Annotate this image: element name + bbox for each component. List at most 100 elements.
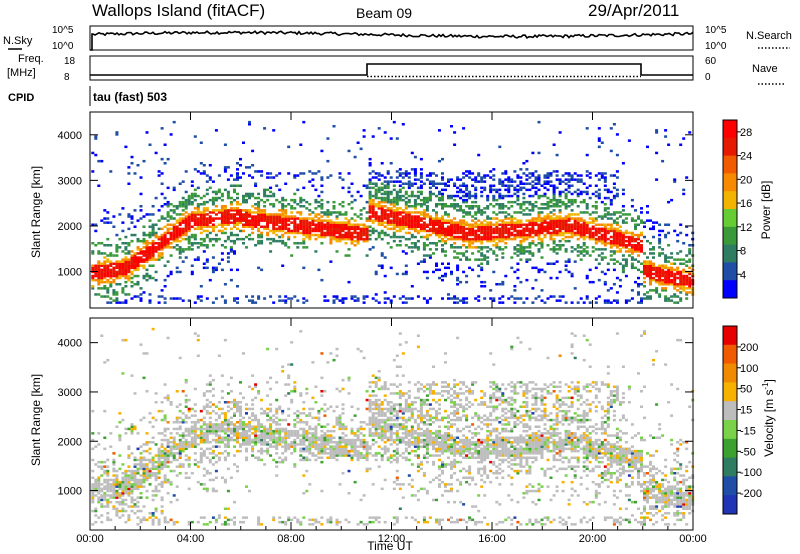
heatmap-cell bbox=[91, 494, 95, 497]
heatmap-cell bbox=[531, 254, 535, 257]
heatmap-cell bbox=[543, 207, 547, 210]
heatmap-cell bbox=[332, 225, 336, 228]
heatmap-cell bbox=[591, 235, 595, 239]
heatmap-cell bbox=[332, 299, 336, 302]
heatmap-cell bbox=[447, 219, 450, 222]
heatmap-cell bbox=[169, 233, 173, 237]
heatmap-cell bbox=[377, 174, 381, 177]
colorbar-swatch bbox=[723, 173, 737, 192]
heatmap-cell bbox=[561, 190, 565, 194]
heatmap-cell bbox=[552, 221, 556, 224]
heatmap-cell bbox=[190, 184, 194, 187]
heatmap-cell bbox=[175, 266, 179, 270]
heatmap-cell bbox=[193, 463, 197, 466]
heatmap-cell bbox=[163, 239, 167, 243]
heatmap-cell bbox=[438, 229, 441, 233]
heatmap-cell bbox=[130, 262, 134, 265]
heatmap-cell bbox=[118, 266, 122, 270]
heatmap-cell bbox=[217, 211, 221, 214]
heatmap-cell bbox=[673, 287, 677, 290]
heatmap-cell bbox=[278, 221, 282, 224]
heatmap-cell bbox=[226, 421, 230, 424]
heatmap-cell bbox=[257, 196, 261, 200]
heatmap-cell bbox=[332, 233, 336, 237]
heatmap-cell bbox=[652, 262, 655, 265]
heatmap-cell bbox=[519, 188, 523, 192]
heatmap-cell bbox=[410, 235, 414, 239]
heatmap-cell bbox=[169, 246, 173, 249]
heatmap-cell bbox=[591, 237, 595, 241]
heatmap-cell bbox=[486, 194, 490, 198]
heatmap-cell bbox=[344, 237, 348, 241]
heatmap-cell bbox=[594, 237, 598, 241]
heatmap-cell bbox=[525, 229, 529, 233]
heatmap-cell bbox=[371, 200, 375, 204]
heatmap-cell bbox=[655, 268, 659, 272]
heatmap-cell bbox=[618, 237, 622, 241]
heatmap-cell bbox=[425, 235, 429, 239]
heatmap-cell bbox=[151, 460, 155, 464]
heatmap-cell bbox=[676, 272, 680, 276]
heatmap-cell bbox=[178, 434, 182, 437]
heatmap-cell bbox=[326, 137, 330, 140]
heatmap-cell bbox=[462, 297, 466, 300]
heatmap-cell bbox=[226, 235, 230, 239]
heatmap-cell bbox=[510, 184, 514, 187]
heatmap-cell bbox=[407, 198, 411, 202]
heatmap-cell bbox=[139, 239, 143, 243]
heatmap-cell bbox=[612, 252, 616, 255]
heatmap-cell bbox=[139, 458, 143, 462]
heatmap-cell bbox=[528, 188, 532, 192]
heatmap-cell bbox=[664, 289, 668, 292]
heatmap-cell bbox=[214, 225, 218, 228]
heatmap-cell bbox=[519, 231, 523, 235]
heatmap-cell bbox=[151, 252, 155, 255]
heatmap-cell bbox=[679, 223, 683, 226]
heatmap-cell bbox=[97, 443, 101, 446]
heatmap-cell bbox=[652, 227, 655, 231]
heatmap-cell bbox=[624, 260, 628, 263]
heatmap-cell bbox=[208, 186, 212, 190]
heatmap-cell bbox=[350, 231, 354, 235]
heatmap-cell bbox=[624, 246, 628, 249]
heatmap-cell bbox=[371, 246, 375, 249]
heatmap-cell bbox=[314, 229, 318, 233]
heatmap-cell bbox=[124, 276, 128, 280]
heatmap-cell bbox=[395, 244, 399, 247]
heatmap-cell bbox=[199, 460, 203, 464]
heatmap-cell bbox=[516, 233, 520, 237]
heatmap-cell bbox=[272, 221, 276, 224]
heatmap-cell bbox=[513, 301, 517, 304]
heatmap-cell bbox=[419, 176, 423, 179]
heatmap-cell bbox=[579, 225, 583, 228]
heatmap-cell bbox=[341, 297, 345, 300]
heatmap-cell bbox=[453, 256, 457, 259]
heatmap-cell bbox=[344, 233, 348, 237]
heatmap-cell bbox=[407, 225, 411, 228]
heatmap-cell bbox=[187, 203, 191, 206]
heatmap-cell bbox=[462, 209, 466, 212]
heatmap-cell bbox=[130, 233, 134, 237]
heatmap-cell bbox=[214, 425, 218, 428]
heatmap-cell bbox=[239, 215, 242, 218]
heatmap-cell bbox=[112, 489, 116, 493]
heatmap-cell bbox=[190, 215, 194, 218]
heatmap-cell bbox=[486, 260, 490, 263]
heatmap-cell bbox=[371, 221, 375, 224]
heatmap-cell bbox=[211, 478, 215, 482]
heatmap-cell bbox=[483, 176, 487, 179]
heatmap-cell bbox=[673, 293, 677, 296]
heatmap-cell bbox=[233, 432, 236, 435]
heatmap-cell bbox=[97, 250, 101, 253]
heatmap-cell bbox=[603, 215, 607, 218]
heatmap-cell bbox=[395, 176, 399, 179]
heatmap-cell bbox=[226, 192, 230, 196]
heatmap-cell bbox=[594, 174, 598, 177]
heatmap-cell bbox=[214, 239, 218, 243]
heatmap-cell bbox=[492, 198, 496, 202]
heatmap-cell bbox=[266, 231, 270, 235]
heatmap-cell bbox=[251, 225, 255, 228]
heatmap-cell bbox=[184, 233, 188, 237]
heatmap-cell bbox=[459, 223, 463, 226]
heatmap-cell bbox=[226, 215, 230, 218]
